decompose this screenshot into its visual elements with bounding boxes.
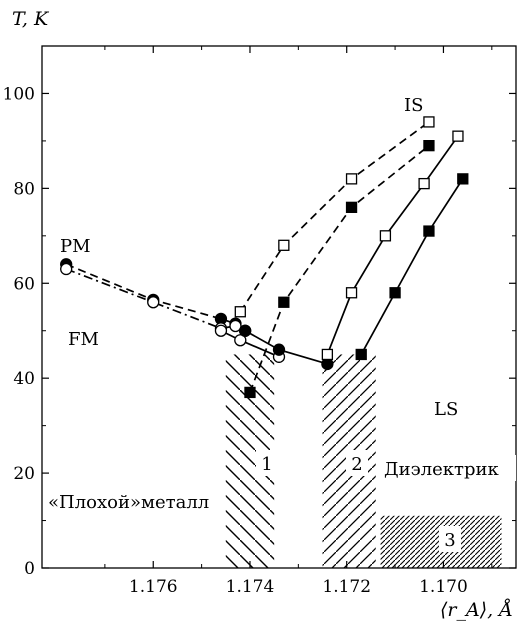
data-point (234, 306, 246, 318)
data-point (238, 324, 252, 337)
series-line-7 (360, 178, 464, 355)
data-point (355, 348, 367, 361)
region-3-label-bg (439, 526, 461, 552)
y-tick-label: 20 (13, 464, 35, 484)
data-point (60, 262, 73, 276)
data-point (229, 319, 242, 333)
annotation-dielectric: Диэлектрик (384, 459, 500, 480)
series-line-6 (326, 135, 459, 355)
data-point (418, 177, 430, 190)
data-point (423, 225, 435, 237)
annotation-bad-metal: «Плохой»металл (48, 492, 209, 513)
plot-frame (41, 45, 517, 569)
series-line-5 (249, 144, 430, 393)
y-tick-label: 60 (13, 274, 35, 294)
data-point (321, 348, 334, 361)
data-point (214, 324, 228, 337)
data-point (379, 230, 392, 242)
data-point (345, 287, 358, 299)
x-tick-label: 1.172 (322, 577, 371, 597)
region-2-label: 2 (351, 454, 362, 475)
y-tick-labels: 0 20 40 60 80 100 (3, 84, 35, 579)
data-point (345, 173, 358, 185)
data-point (423, 116, 435, 128)
annotation-dielectric-bg (382, 455, 516, 481)
data-point (278, 239, 290, 251)
y-tick-label: 0 (24, 559, 35, 579)
annotation-is: IS (404, 95, 423, 116)
data-point (234, 334, 247, 347)
x-tick-labels: 1.176 1.174 1.172 1.170 (129, 577, 468, 597)
data-point (345, 201, 358, 213)
x-tick-label: 1.170 (419, 577, 468, 597)
data-point (389, 287, 401, 299)
series-line-1 (65, 268, 236, 330)
y-tick-label: 80 (13, 179, 35, 199)
annotation-fm: FM (68, 329, 99, 350)
series-line-4 (239, 121, 430, 313)
data-point (147, 296, 160, 309)
series-line-2 (220, 329, 280, 358)
data-point (423, 140, 435, 152)
x-tick-label: 1.174 (226, 577, 275, 597)
region-2-label-bg (346, 450, 368, 476)
y-tick-label: 40 (13, 369, 35, 389)
annotation-pm: PM (60, 236, 91, 257)
region-1-label: 1 (261, 454, 272, 475)
data-series (60, 116, 469, 399)
data-point (272, 343, 286, 356)
annotation-ls: LS (434, 399, 458, 420)
y-tick-label: 100 (3, 84, 35, 104)
region-3-label: 3 (444, 530, 455, 551)
y-axis-title: T, K (12, 8, 50, 30)
x-axis-title: ⟨r_A⟩, Å (440, 599, 513, 621)
region-1-label-bg (256, 450, 278, 476)
data-point (278, 296, 290, 308)
data-point (452, 130, 464, 142)
data-point (457, 173, 469, 185)
x-tick-label: 1.176 (129, 577, 178, 597)
data-point (244, 386, 256, 399)
